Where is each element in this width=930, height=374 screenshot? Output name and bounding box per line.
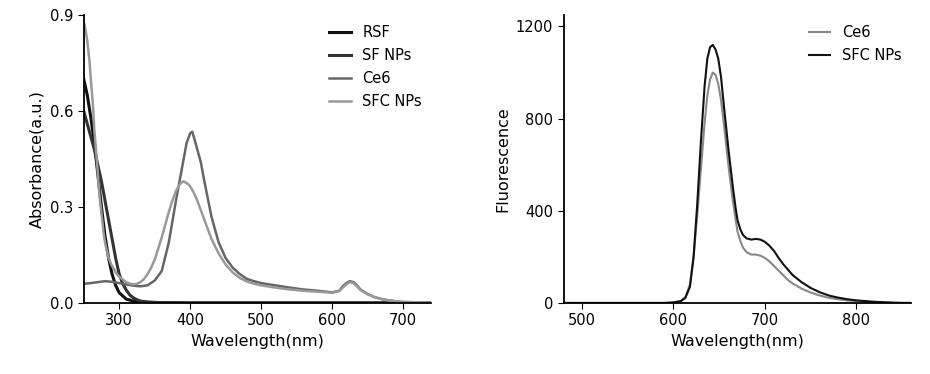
Legend: Ce6, SFC NPs: Ce6, SFC NPs — [803, 19, 908, 69]
X-axis label: Wavelength(nm): Wavelength(nm) — [671, 334, 804, 349]
Y-axis label: Absorbance(a.u.): Absorbance(a.u.) — [29, 90, 45, 228]
Legend: RSF, SF NPs, Ce6, SFC NPs: RSF, SF NPs, Ce6, SFC NPs — [323, 19, 428, 115]
X-axis label: Wavelength(nm): Wavelength(nm) — [191, 334, 325, 349]
Y-axis label: Fluorescence: Fluorescence — [496, 106, 511, 212]
